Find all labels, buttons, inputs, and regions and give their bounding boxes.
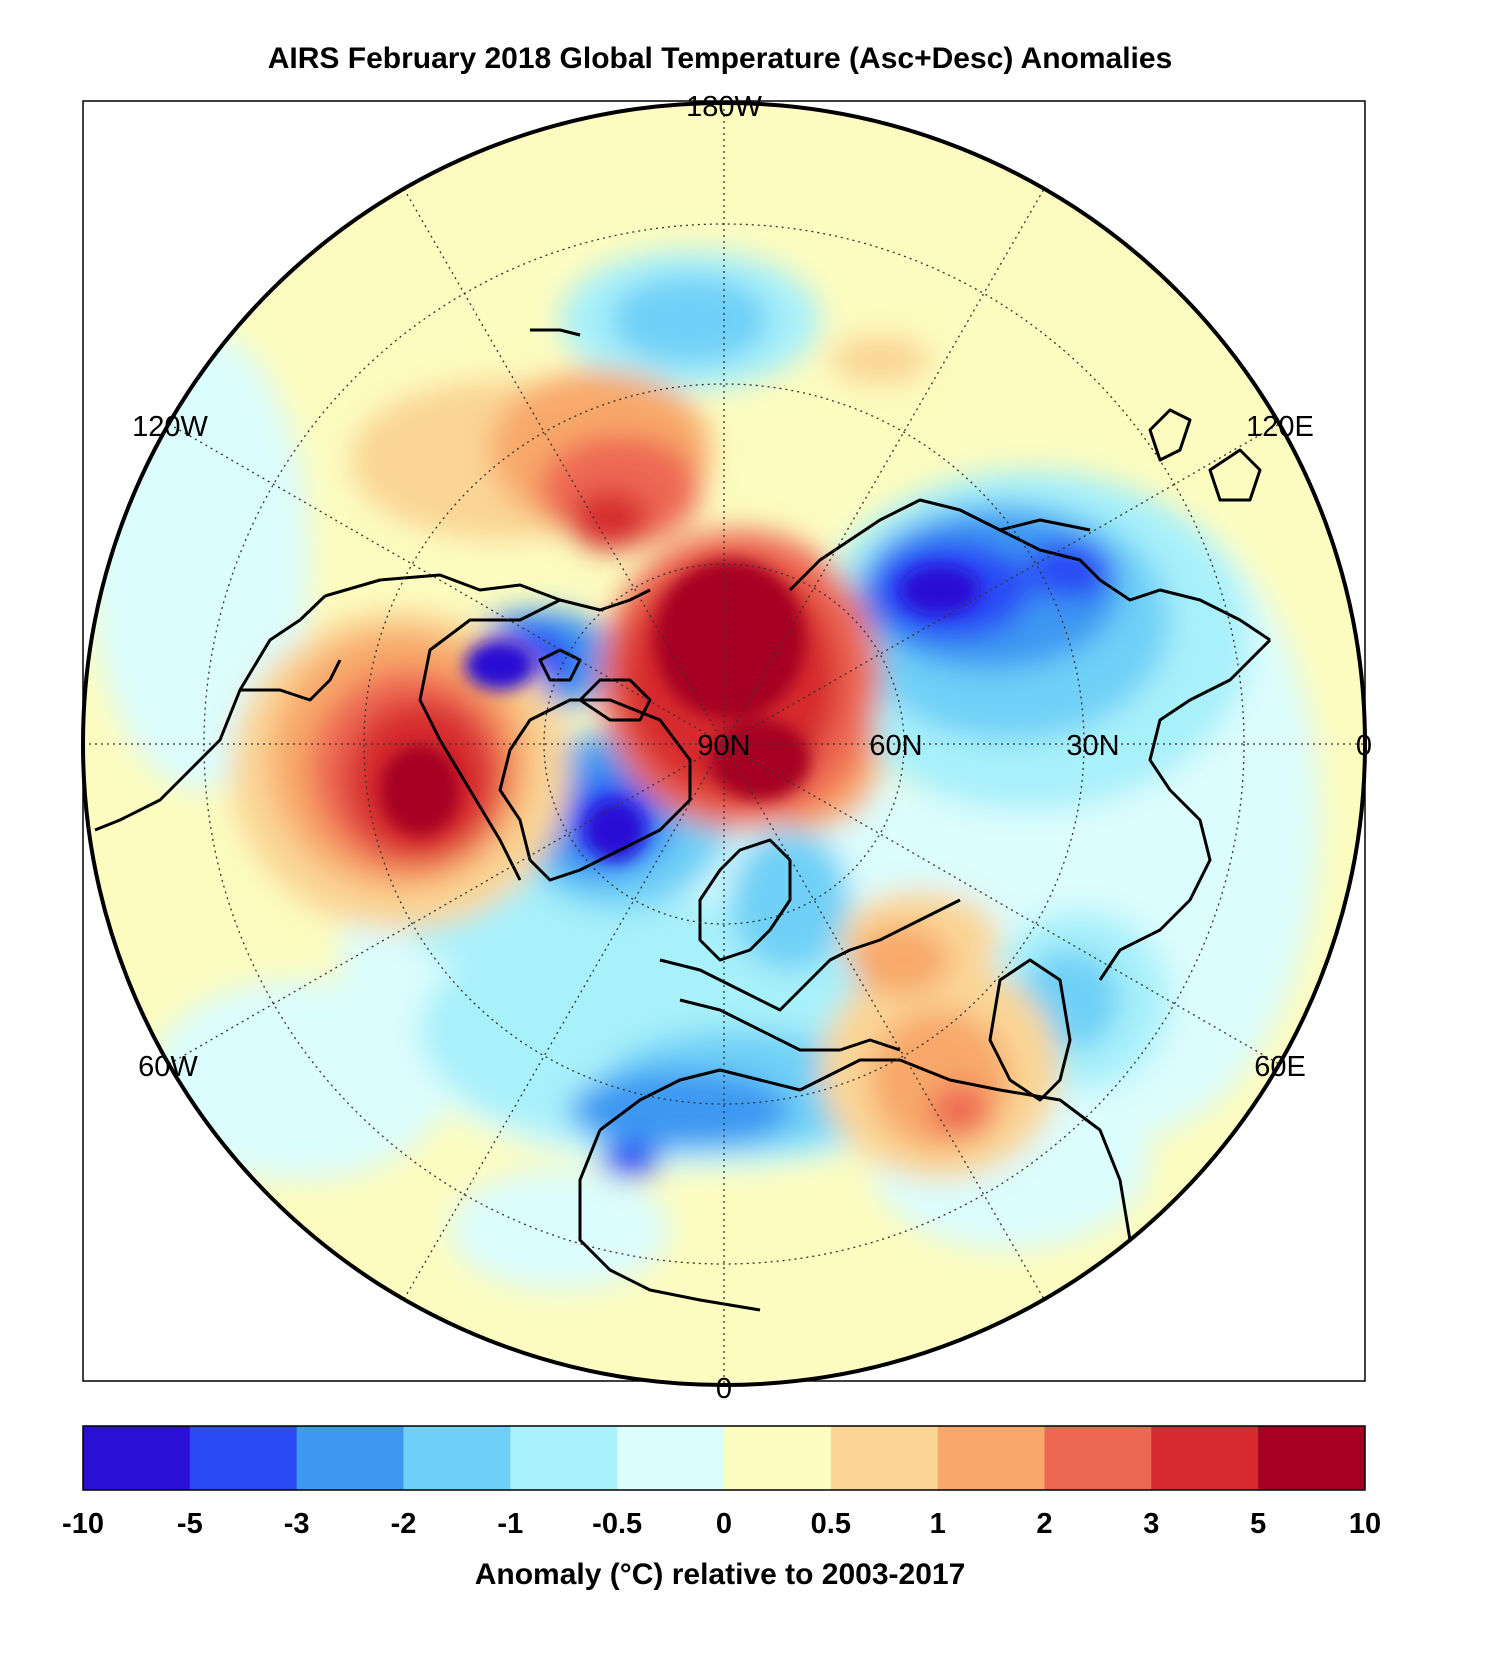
meridian-label-0-bottom: 0 [716, 1373, 732, 1405]
colorbar-swatch [1151, 1426, 1259, 1490]
colorbar-tick-label: 3 [1143, 1508, 1160, 1540]
colorbar [83, 1426, 1366, 1490]
colorbar-tick-label: 1 [929, 1508, 946, 1540]
colorbar-tick-label: 10 [1348, 1508, 1382, 1540]
colorbar-tick-label: 0 [715, 1508, 733, 1540]
colorbar-tick-label: 0.5 [810, 1508, 851, 1540]
colorbar-swatch [830, 1426, 939, 1490]
anomaly-field [83, 103, 1365, 1385]
coastlines [94, 328, 1272, 1312]
colorbar-swatch [1258, 1426, 1366, 1490]
colorbar-tick-label: -0.5 [592, 1508, 643, 1540]
colorbar-swatch [189, 1426, 298, 1490]
colorbar-frame [82, 1425, 1366, 1491]
colorbar-swatch [403, 1426, 511, 1490]
graticule [83, 103, 1365, 1385]
colorbar-swatch [83, 1426, 191, 1490]
parallel-label-90n: 90N [697, 730, 750, 762]
parallel-label-60n: 60N [869, 730, 922, 762]
colorbar-swatch [937, 1426, 1045, 1490]
colorbar-swatch [510, 1426, 618, 1490]
map-title: AIRS February 2018 Global Temperature (A… [267, 42, 1173, 75]
meridian-label-0-right: 0 [1356, 730, 1372, 762]
meridian-label-120e: 120E [1246, 411, 1314, 443]
map-boundary [81, 101, 1367, 1387]
colorbar-tick-label: 2 [1036, 1508, 1053, 1540]
colorbar-tick-label: -3 [283, 1508, 310, 1540]
meridian-label-60w: 60W [138, 1051, 198, 1083]
colorbar-tick-label: -2 [390, 1508, 417, 1540]
colorbar-swatch [296, 1426, 404, 1490]
colorbar-tick-label: 5 [1250, 1508, 1267, 1540]
colorbar-swatch [617, 1426, 725, 1490]
colorbar-swatch [724, 1426, 832, 1490]
colorbar-swatch [1044, 1426, 1152, 1490]
colorbar-label: Anomaly (°C) relative to 2003-2017 [474, 1558, 966, 1591]
meridian-label-60e: 60E [1254, 1051, 1306, 1083]
parallel-label-30n: 30N [1066, 730, 1119, 762]
meridian-label-180w: 180W [686, 91, 762, 123]
colorbar-tick-label: -5 [176, 1508, 203, 1540]
meridian-label-120w: 120W [132, 411, 208, 443]
colorbar-tick-label: -1 [497, 1508, 524, 1540]
colorbar-tick-label: -10 [62, 1508, 104, 1540]
